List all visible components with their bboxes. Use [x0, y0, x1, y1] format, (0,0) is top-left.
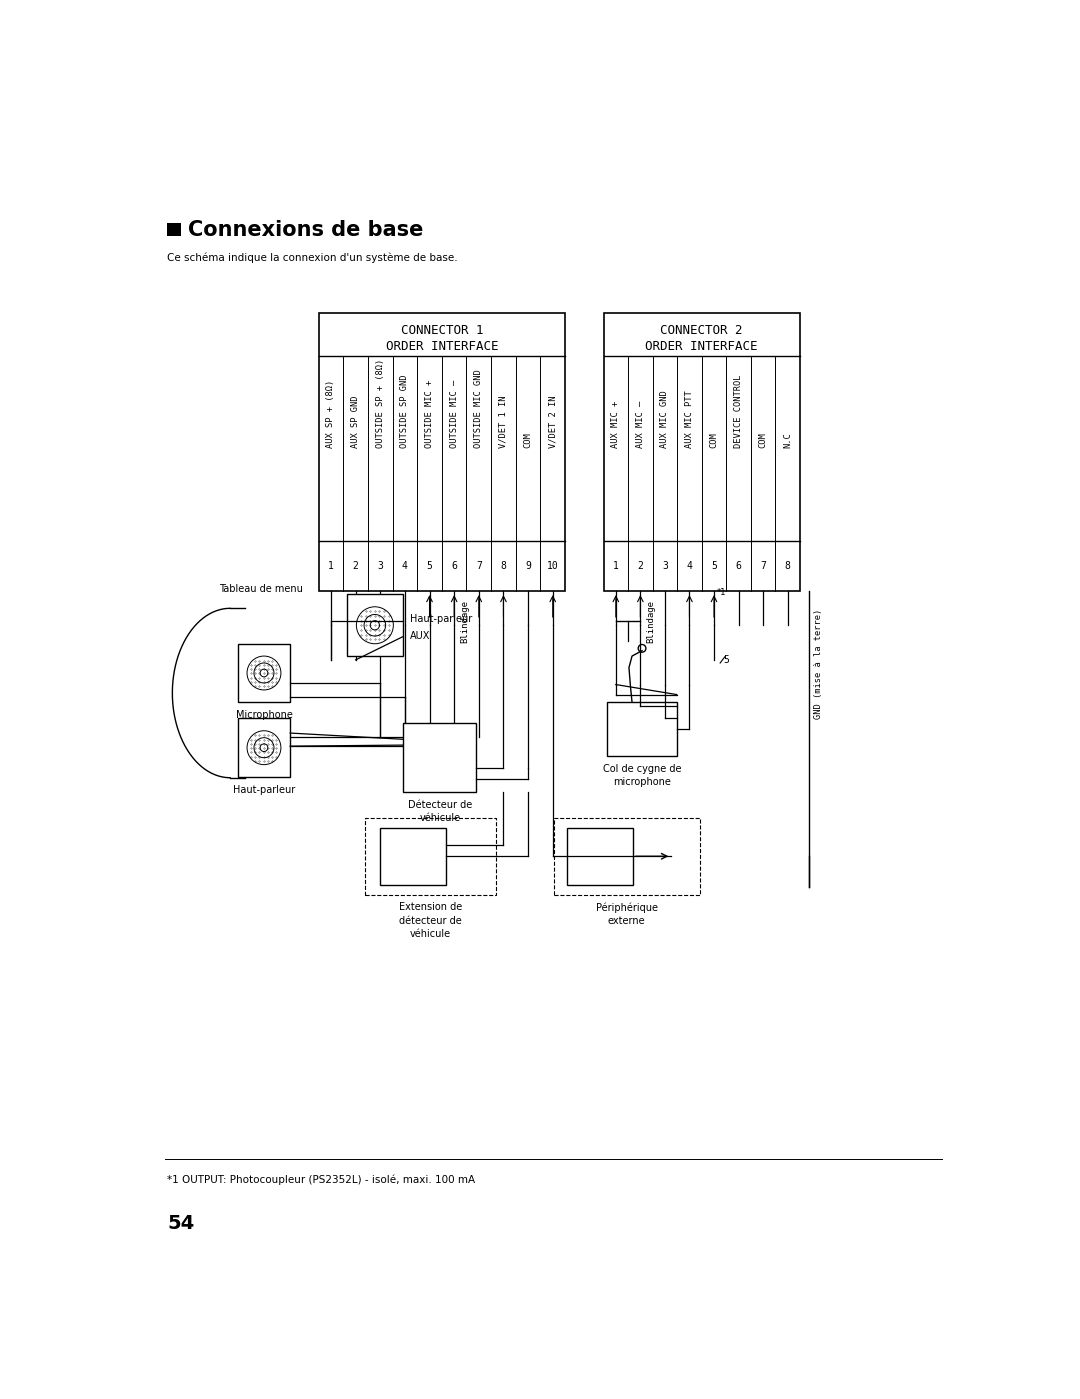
Text: OUTSIDE MIC –: OUTSIDE MIC – [449, 381, 459, 448]
FancyBboxPatch shape [167, 222, 180, 236]
Text: AUX MIC GND: AUX MIC GND [660, 390, 670, 448]
FancyBboxPatch shape [380, 828, 446, 884]
FancyBboxPatch shape [567, 828, 633, 884]
Text: externe: externe [608, 915, 646, 926]
Text: 8: 8 [785, 561, 791, 571]
Text: microphone: microphone [613, 776, 671, 788]
Text: 5: 5 [724, 655, 729, 665]
Text: véhicule: véhicule [409, 929, 450, 939]
FancyBboxPatch shape [554, 818, 700, 895]
Text: 3: 3 [662, 561, 667, 571]
Text: Tableau de menu: Tableau de menu [218, 585, 302, 595]
Text: Connexions de base: Connexions de base [188, 220, 423, 241]
Text: N.C: N.C [783, 432, 792, 448]
Text: Haut-parleur: Haut-parleur [410, 614, 473, 624]
Text: COM: COM [710, 432, 718, 448]
Text: CONNECTOR 2: CONNECTOR 2 [661, 323, 743, 337]
FancyBboxPatch shape [347, 595, 403, 656]
Text: OUTSIDE MIC +: OUTSIDE MIC + [426, 381, 434, 448]
Text: Périphérique: Périphérique [596, 902, 658, 914]
Text: 2: 2 [637, 561, 644, 571]
Text: 10: 10 [546, 561, 558, 571]
FancyBboxPatch shape [365, 818, 496, 895]
FancyBboxPatch shape [604, 313, 800, 590]
Text: AUX MIC PTT: AUX MIC PTT [685, 390, 694, 448]
FancyBboxPatch shape [607, 702, 677, 757]
Text: OUTSIDE SP + (8Ω): OUTSIDE SP + (8Ω) [376, 360, 384, 448]
Text: 7: 7 [476, 561, 482, 571]
Text: Blindage: Blindage [460, 600, 470, 644]
Text: 9: 9 [525, 561, 531, 571]
Text: 5: 5 [711, 561, 717, 571]
Text: Blindage: Blindage [647, 600, 656, 644]
Text: 1: 1 [612, 561, 619, 571]
Text: GND (mise à la terre): GND (mise à la terre) [813, 609, 823, 719]
Text: AUX: AUX [410, 631, 431, 641]
Text: CONNECTOR 1: CONNECTOR 1 [401, 323, 483, 337]
Text: COM: COM [758, 432, 768, 448]
Text: 5: 5 [427, 561, 432, 571]
FancyBboxPatch shape [238, 644, 291, 702]
Text: Ce schéma indique la connexion d'un système de base.: Ce schéma indique la connexion d'un syst… [167, 253, 458, 263]
Text: ORDER INTERFACE: ORDER INTERFACE [646, 340, 758, 353]
FancyBboxPatch shape [403, 723, 476, 792]
Text: Col de cygne de: Col de cygne de [603, 764, 681, 774]
Text: Microphone: Microphone [235, 709, 293, 720]
Text: détecteur de: détecteur de [399, 915, 461, 926]
Text: 2: 2 [353, 561, 359, 571]
Text: OUTSIDE SP GND: OUTSIDE SP GND [401, 375, 409, 448]
Text: 7: 7 [760, 561, 766, 571]
Text: AUX MIC +: AUX MIC + [611, 402, 620, 448]
Text: 4: 4 [687, 561, 692, 571]
Text: Extension de: Extension de [399, 902, 462, 912]
Text: *1: *1 [716, 588, 726, 597]
Text: COM: COM [524, 432, 532, 448]
Text: AUX MIC –: AUX MIC – [636, 402, 645, 448]
Text: Détecteur de: Détecteur de [408, 800, 472, 810]
Text: OUTSIDE MIC GND: OUTSIDE MIC GND [474, 369, 484, 448]
Text: 6: 6 [735, 561, 742, 571]
Text: 54: 54 [167, 1214, 194, 1233]
Text: 3: 3 [377, 561, 383, 571]
Text: véhicule: véhicule [419, 813, 460, 823]
Text: V/DET 2 IN: V/DET 2 IN [549, 396, 557, 448]
FancyBboxPatch shape [319, 313, 565, 590]
Text: AUX SP + (8Ω): AUX SP + (8Ω) [326, 381, 336, 448]
Text: DEVICE CONTROL: DEVICE CONTROL [734, 375, 743, 448]
FancyBboxPatch shape [238, 719, 291, 776]
Text: AUX SP GND: AUX SP GND [351, 396, 360, 448]
Text: V/DET 1 IN: V/DET 1 IN [499, 396, 508, 448]
Text: ORDER INTERFACE: ORDER INTERFACE [386, 340, 498, 353]
FancyBboxPatch shape [138, 168, 970, 1245]
Text: *1 OUTPUT: Photocoupleur (PS2352L) - isolé, maxi. 100 mA: *1 OUTPUT: Photocoupleur (PS2352L) - iso… [167, 1174, 475, 1185]
Text: Haut-parleur: Haut-parleur [233, 785, 295, 795]
Text: 8: 8 [500, 561, 507, 571]
Text: 6: 6 [451, 561, 457, 571]
Text: 1: 1 [328, 561, 334, 571]
Text: 4: 4 [402, 561, 408, 571]
